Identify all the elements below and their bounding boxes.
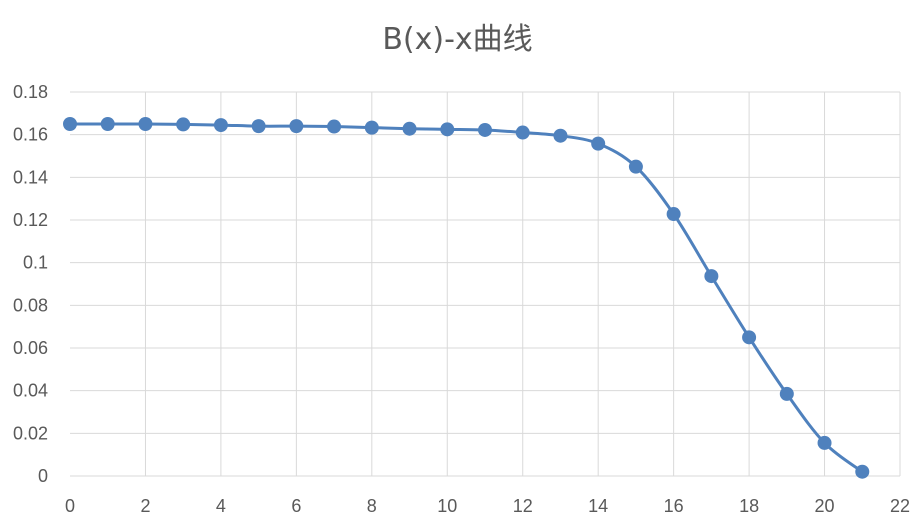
y-tick-label: 0.06 [13,338,48,358]
data-point [176,117,191,132]
data-points [63,117,870,479]
x-tick-label: 8 [367,496,377,515]
y-tick-labels: 0 0.02 0.04 0.06 0.08 0.1 0.12 0.14 0.16 0.18 [13,82,48,486]
series-line [70,122,864,473]
data-point [515,125,530,140]
data-point [817,435,832,450]
data-point [591,136,606,151]
data-point [628,159,643,174]
x-tick-label: 2 [140,496,150,515]
x-tick-label: 18 [739,496,759,515]
x-tick-labels: 0 2 4 6 8 10 12 14 16 18 20 22 [65,496,910,515]
x-tick-label: 14 [588,496,608,515]
chart-title: B(x)-x曲线 [382,22,533,57]
x-tick-label: 20 [815,496,835,515]
data-point [289,119,304,134]
x-tick-label: 4 [216,496,226,515]
y-tick-label: 0.04 [13,381,48,401]
data-point [779,386,794,401]
data-point [364,120,379,135]
data-point [251,119,266,134]
y-tick-label: 0.14 [13,167,48,187]
x-tick-label: 22 [890,496,910,515]
x-tick-label: 16 [664,496,684,515]
data-point [478,122,492,137]
data-point [100,117,115,131]
data-point [855,464,870,479]
y-tick-label: 0.16 [13,125,48,145]
data-point [704,269,719,284]
data-point [327,119,342,134]
data-point [440,122,455,137]
gridlines [70,91,901,477]
x-tick-label: 6 [291,496,301,515]
y-tick-label: 0.1 [23,253,48,273]
x-tick-label: 0 [65,496,75,515]
y-tick-label: 0.12 [13,210,48,230]
data-point [213,118,228,133]
data-point [63,117,77,131]
y-tick-label: 0.18 [13,82,48,102]
data-point [138,117,153,131]
data-point [742,330,757,345]
data-point [402,121,417,136]
data-point [666,207,681,222]
y-tick-label: 0.08 [13,295,48,315]
data-point [553,128,568,143]
x-tick-label: 12 [513,496,533,515]
y-tick-label: 0 [38,466,48,486]
y-tick-label: 0.02 [13,423,48,443]
x-tick-label: 10 [437,496,457,515]
